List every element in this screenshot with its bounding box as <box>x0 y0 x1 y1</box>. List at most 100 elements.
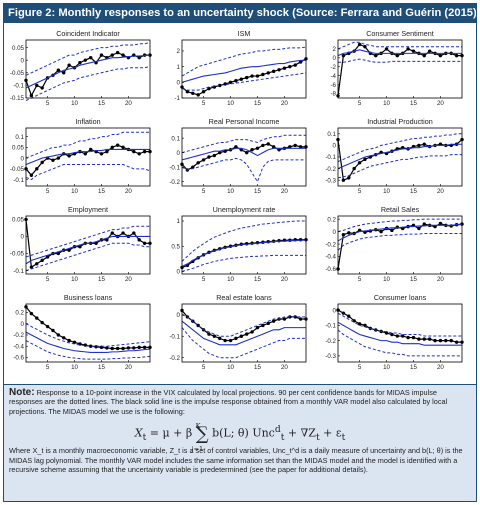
x-tick-label: 10 <box>227 188 234 195</box>
var-point <box>379 229 383 234</box>
var-point <box>250 74 254 78</box>
plot-frame <box>181 127 307 187</box>
confidence-band-line <box>25 164 151 181</box>
chart-title: ISM <box>238 29 251 38</box>
x-tick-label: 20 <box>281 100 288 107</box>
chart-panel: Business loans 5 10 15 20 0.2 0 -0.2 -0.4 -0.6 <box>13 293 152 371</box>
x-tick-label: 5 <box>202 276 206 283</box>
x-tick-label: 5 <box>202 188 206 195</box>
y-tick-label: -1 <box>174 95 180 102</box>
plot-frame <box>181 303 307 363</box>
midas-response-line <box>25 54 151 89</box>
var-point <box>261 72 265 77</box>
chart-panel: Real estate loans 5 10 15 20 0 -0.1 -0.2 <box>169 293 308 371</box>
confidence-band-line <box>181 254 306 272</box>
var-point <box>99 152 104 156</box>
eq-sub-t: t <box>142 432 147 444</box>
var-point <box>196 161 200 165</box>
var-point <box>261 143 265 148</box>
var-point <box>72 340 77 344</box>
var-point <box>56 68 61 72</box>
y-tick-label: 0 <box>177 80 181 87</box>
plot-frame <box>25 303 151 363</box>
confidence-band-line <box>25 131 150 159</box>
plot-frame <box>25 39 151 99</box>
x-tick-label: 20 <box>125 364 132 371</box>
confidence-band-line <box>338 58 462 63</box>
midas-response-line <box>181 239 306 267</box>
x-tick-label: 20 <box>125 100 132 107</box>
y-tick-label: 0.1 <box>15 134 24 141</box>
figure-frame: Figure 2: Monthly responses to an uncert… <box>3 3 477 502</box>
x-tick-label: 15 <box>254 276 261 283</box>
var-point <box>347 231 351 235</box>
y-tick-label: -0.2 <box>325 241 336 248</box>
var-point <box>212 85 217 89</box>
x-tick-label: 5 <box>358 188 362 195</box>
var-point <box>438 338 443 343</box>
y-tick-label: -0.1 <box>169 333 180 340</box>
x-tick-label: 20 <box>281 364 288 371</box>
y-tick-label: -0.1 <box>13 83 24 90</box>
y-tick-label: 0 <box>177 312 181 319</box>
var-response-line <box>337 43 462 96</box>
x-tick-label: 20 <box>281 188 288 195</box>
note-box: Note: Response to a 10-point increase in… <box>4 384 476 501</box>
var-point <box>45 324 50 329</box>
var-point <box>67 63 71 67</box>
var-point <box>88 344 93 348</box>
confidence-band-line <box>337 232 462 251</box>
var-point <box>352 166 356 171</box>
plot-frame <box>25 127 151 187</box>
var-point <box>357 42 362 47</box>
var-point <box>115 143 120 147</box>
eq-sum: ∑ <box>195 423 209 445</box>
x-tick-label: 5 <box>202 100 206 107</box>
y-tick-label: -0.1 <box>325 323 336 330</box>
var-point <box>207 332 211 336</box>
var-point <box>293 143 297 148</box>
var-point <box>374 53 378 58</box>
confidence-band-line <box>337 41 462 50</box>
y-tick-label: -0.6 <box>13 355 24 362</box>
y-tick-label: 1 <box>177 218 181 225</box>
y-tick-label: 0 <box>21 57 25 64</box>
eq-rest: + ∇Z <box>287 426 316 440</box>
x-tick-label: 10 <box>383 100 390 107</box>
var-point <box>218 336 222 341</box>
chart-title: Consumer Sentiment <box>366 29 434 38</box>
y-tick-label: 0.2 <box>15 310 24 317</box>
var-point <box>29 311 34 316</box>
chart-panel: Unemployment rate 5 10 15 20 1 0.5 0 <box>171 205 308 283</box>
var-point <box>56 251 61 256</box>
var-point <box>110 145 114 150</box>
var-point <box>142 345 147 350</box>
x-tick-label: 20 <box>437 364 444 371</box>
y-tick-label: -0.05 <box>10 70 25 77</box>
plot-frame <box>337 303 463 363</box>
y-tick-label: -0.3 <box>325 177 336 184</box>
var-point <box>78 245 82 249</box>
eq-end-sub: t <box>341 432 346 444</box>
var-point <box>126 346 131 350</box>
var-point <box>132 346 136 350</box>
var-point <box>282 66 287 70</box>
var-point <box>384 331 389 335</box>
var-point <box>411 49 416 53</box>
x-tick-label: 5 <box>358 276 362 283</box>
var-point <box>110 231 114 235</box>
var-point <box>244 150 249 155</box>
midas-response-line <box>25 331 151 353</box>
var-point <box>115 50 120 55</box>
var-point <box>35 262 39 266</box>
plot-frame <box>181 39 307 99</box>
var-point <box>137 55 141 60</box>
y-tick-label: 1 <box>177 64 181 71</box>
var-point <box>137 238 141 242</box>
var-point <box>239 334 244 338</box>
x-tick-label: 10 <box>71 100 78 107</box>
var-point <box>67 248 71 252</box>
var-point <box>417 337 421 341</box>
note-lead: Note: <box>9 387 35 398</box>
y-tick-label: -0.05 <box>10 251 25 258</box>
